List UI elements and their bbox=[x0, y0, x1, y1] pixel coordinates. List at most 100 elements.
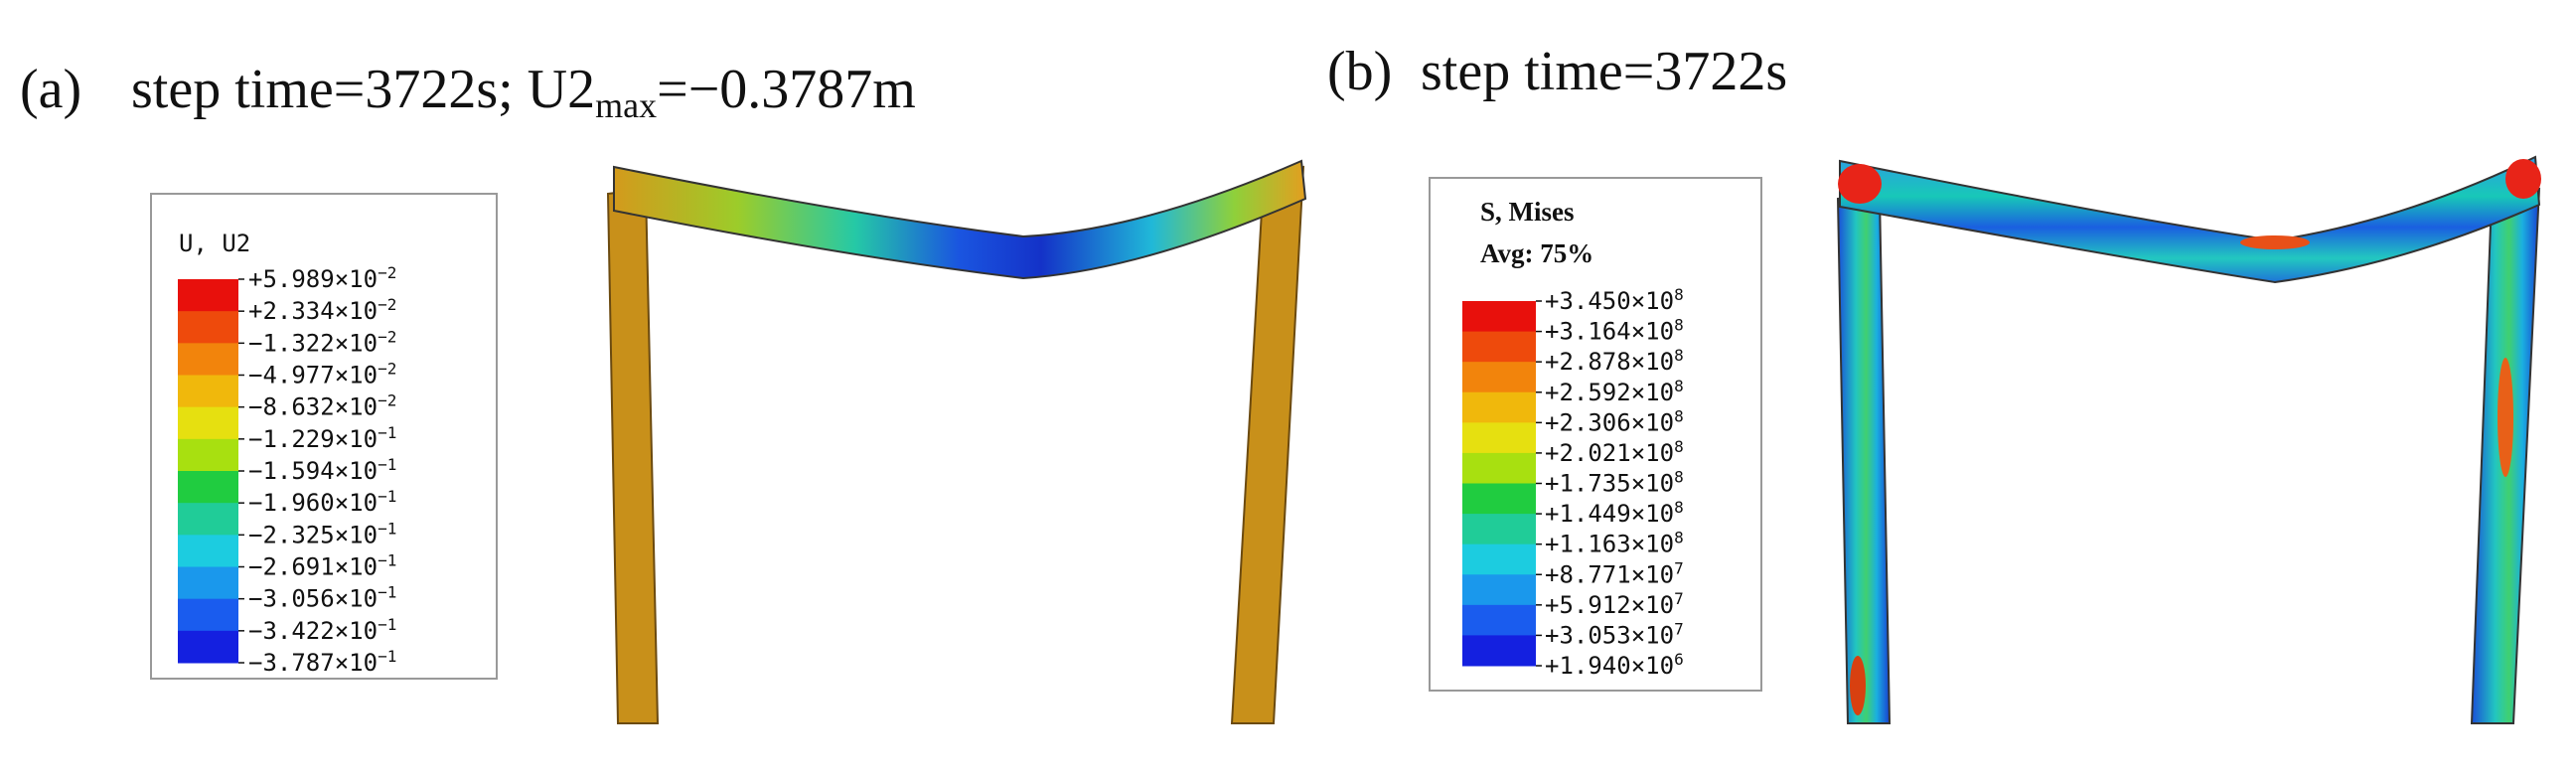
label-exponent: 6 bbox=[1674, 650, 1684, 669]
label-exponent: 8 bbox=[1674, 346, 1684, 365]
label-exponent: 8 bbox=[1674, 285, 1684, 304]
label-times: ×10 bbox=[335, 362, 378, 389]
label-times: ×10 bbox=[1631, 379, 1674, 406]
label-mantissa: +3.450 bbox=[1545, 287, 1631, 315]
label-exponent: −2 bbox=[378, 295, 396, 314]
column bbox=[1230, 165, 1305, 724]
label-mantissa: +2.334 bbox=[248, 297, 335, 325]
label-exponent: −1 bbox=[378, 487, 396, 506]
label-times: ×10 bbox=[335, 265, 378, 293]
label-exponent: −2 bbox=[378, 327, 396, 346]
label-exponent: −2 bbox=[378, 391, 396, 410]
label-exponent: −1 bbox=[378, 455, 396, 474]
legend-label: −1.594×10−1 bbox=[248, 455, 396, 485]
color-band bbox=[1462, 362, 1536, 393]
stress-hotspot bbox=[2240, 235, 2310, 249]
label-mantissa: +1.163 bbox=[1545, 531, 1631, 558]
color-band bbox=[178, 535, 238, 567]
legend-label: +2.021×108 bbox=[1545, 437, 1684, 467]
color-band bbox=[178, 406, 238, 440]
label-times: ×10 bbox=[335, 329, 378, 357]
legend-label: −1.322×10−2 bbox=[248, 327, 396, 357]
color-band bbox=[178, 503, 238, 536]
panel-title: step time=3722s bbox=[1421, 41, 1787, 102]
legend-label: +1.449×108 bbox=[1545, 498, 1684, 528]
label-mantissa: +1.940 bbox=[1545, 652, 1631, 680]
label-times: ×10 bbox=[1631, 591, 1674, 619]
label-times: ×10 bbox=[1631, 531, 1674, 558]
panel-label: (b) bbox=[1327, 41, 1392, 102]
label-mantissa: +3.053 bbox=[1545, 621, 1631, 649]
label-times: ×10 bbox=[1631, 348, 1674, 376]
color-band bbox=[178, 471, 238, 504]
legend-label: +5.912×107 bbox=[1545, 589, 1684, 619]
label-exponent: 7 bbox=[1674, 619, 1684, 638]
color-band bbox=[178, 279, 238, 312]
color-band bbox=[1462, 635, 1536, 667]
label-exponent: −1 bbox=[378, 647, 396, 666]
legend-label: −1.960×10−1 bbox=[248, 487, 396, 517]
label-exponent: 8 bbox=[1674, 437, 1684, 456]
label-exponent: 7 bbox=[1674, 558, 1684, 577]
label-times: ×10 bbox=[1631, 287, 1674, 315]
color-band bbox=[1462, 301, 1536, 333]
color-band bbox=[178, 438, 238, 472]
color-band bbox=[178, 566, 238, 600]
beam bbox=[613, 159, 1307, 280]
title-main: step time=3722s; U2 bbox=[131, 59, 595, 120]
label-times: ×10 bbox=[1631, 560, 1674, 588]
color-band bbox=[178, 598, 238, 632]
legend-label: +2.306×108 bbox=[1545, 406, 1684, 436]
label-times: ×10 bbox=[335, 393, 378, 421]
label-mantissa: −3.056 bbox=[248, 585, 335, 613]
label-mantissa: +5.989 bbox=[248, 265, 335, 293]
beam bbox=[1839, 155, 2541, 284]
color-band bbox=[1462, 452, 1536, 484]
label-exponent: −1 bbox=[378, 615, 396, 634]
legend-label: +2.878×108 bbox=[1545, 346, 1684, 376]
legend-label: −8.632×10−2 bbox=[248, 391, 396, 421]
stress-hotspot bbox=[2498, 358, 2513, 477]
label-mantissa: +2.878 bbox=[1545, 348, 1631, 376]
label-mantissa: +5.912 bbox=[1545, 591, 1631, 619]
legend-title: U, U2 bbox=[179, 230, 250, 257]
legend-label: +1.163×108 bbox=[1545, 529, 1684, 558]
label-exponent: 8 bbox=[1674, 406, 1684, 425]
legend-label: −2.691×10−1 bbox=[248, 551, 396, 581]
label-times: ×10 bbox=[1631, 318, 1674, 346]
label-exponent: −1 bbox=[378, 583, 396, 602]
label-mantissa: +1.735 bbox=[1545, 470, 1631, 498]
color-band bbox=[1462, 483, 1536, 515]
legend-label: +1.940×106 bbox=[1545, 650, 1684, 680]
label-exponent: −1 bbox=[378, 423, 396, 442]
legend-label: −3.422×10−1 bbox=[248, 615, 396, 645]
label-exponent: −2 bbox=[378, 263, 396, 282]
legend-label: −3.787×10−1 bbox=[248, 647, 396, 677]
column bbox=[1836, 193, 1892, 724]
legend-label: +2.592×108 bbox=[1545, 377, 1684, 406]
title-rest: =−0.3787m bbox=[657, 59, 916, 120]
color-band bbox=[1462, 514, 1536, 545]
color-band bbox=[178, 630, 238, 664]
panel-title: step time=3722s; U2max=−0.3787m bbox=[131, 59, 916, 125]
legend-label: −1.229×10−1 bbox=[248, 423, 396, 453]
label-times: ×10 bbox=[335, 585, 378, 613]
color-band bbox=[178, 311, 238, 344]
label-times: ×10 bbox=[335, 425, 378, 453]
label-times: ×10 bbox=[335, 521, 378, 548]
label-mantissa: −3.422 bbox=[248, 617, 335, 645]
label-exponent: 8 bbox=[1674, 316, 1684, 335]
label-mantissa: +1.449 bbox=[1545, 500, 1631, 528]
panel-label: (a) bbox=[20, 59, 81, 120]
color-band bbox=[1462, 422, 1536, 454]
legend-label: +2.334×10−2 bbox=[248, 295, 396, 325]
legend-label: +3.164×108 bbox=[1545, 316, 1684, 346]
label-mantissa: −1.322 bbox=[248, 329, 335, 357]
column bbox=[606, 187, 660, 724]
legend-label: +5.989×10−2 bbox=[248, 263, 396, 293]
label-times: ×10 bbox=[335, 457, 378, 485]
color-band bbox=[1462, 544, 1536, 575]
label-exponent: −1 bbox=[378, 551, 396, 570]
legend-subtitle: Avg: 75% bbox=[1480, 238, 1593, 268]
